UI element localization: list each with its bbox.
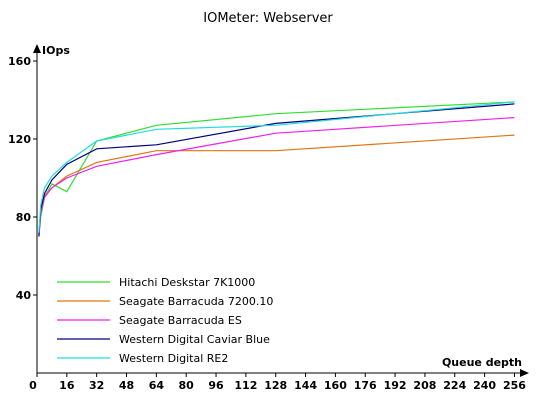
x-axis-title: Queue depth: [442, 356, 522, 369]
y-tick-label: 80: [16, 211, 32, 224]
x-tick-label: 256: [503, 379, 526, 392]
x-tick-label: 96: [208, 379, 224, 392]
x-tick-label: 128: [264, 379, 287, 392]
y-ticks: 40 80 120 160: [8, 55, 37, 302]
x-tick-label: 80: [179, 379, 195, 392]
x-tick-label: 176: [354, 379, 377, 392]
y-tick-label: 160: [8, 55, 31, 68]
x-tick-label: 112: [234, 379, 257, 392]
series-lines: [38, 101, 515, 237]
x-tick-label: 32: [89, 379, 104, 392]
legend-label: Seagate Barracuda 7200.10: [119, 295, 273, 308]
y-tick-label: 40: [16, 289, 32, 302]
y-axis-title: IOps: [42, 44, 70, 57]
series-line-2: [38, 134, 515, 233]
series-line-1: [38, 101, 515, 235]
legend-label: Western Digital Caviar Blue: [119, 333, 270, 346]
y-axis-arrow: [33, 44, 41, 53]
x-tick-label: 144: [294, 379, 317, 392]
legend-label: Western Digital RE2: [119, 352, 228, 365]
x-axis-arrow: [520, 369, 529, 377]
y-tick-label: 120: [8, 133, 31, 146]
x-tick-label: 0: [29, 379, 37, 392]
x-tick-label: 192: [384, 379, 407, 392]
x-tick-label: 224: [443, 379, 466, 392]
plot-area: IOps Queue depth: [33, 44, 529, 377]
x-tick-label: 48: [119, 379, 134, 392]
x-tick-label: 160: [324, 379, 347, 392]
legend: Hitachi Deskstar 7K1000 Seagate Barracuda…: [57, 276, 273, 365]
x-tick-label: 64: [149, 379, 165, 392]
x-tick-label: 16: [59, 379, 75, 392]
series-line-3: [38, 117, 515, 237]
x-tick-label: 240: [473, 379, 496, 392]
series-line-5: [38, 101, 515, 233]
chart-title: IOMeter: Webserver: [203, 11, 333, 26]
x-tick-label: 208: [413, 379, 436, 392]
legend-label: Seagate Barracuda ES: [119, 314, 242, 327]
series-line-4: [38, 103, 515, 237]
legend-label: Hitachi Deskstar 7K1000: [119, 276, 255, 289]
x-ticks: 0 16 32 48 64 80 96 112 128 144 160 176 192 208 224 240…: [29, 373, 526, 392]
